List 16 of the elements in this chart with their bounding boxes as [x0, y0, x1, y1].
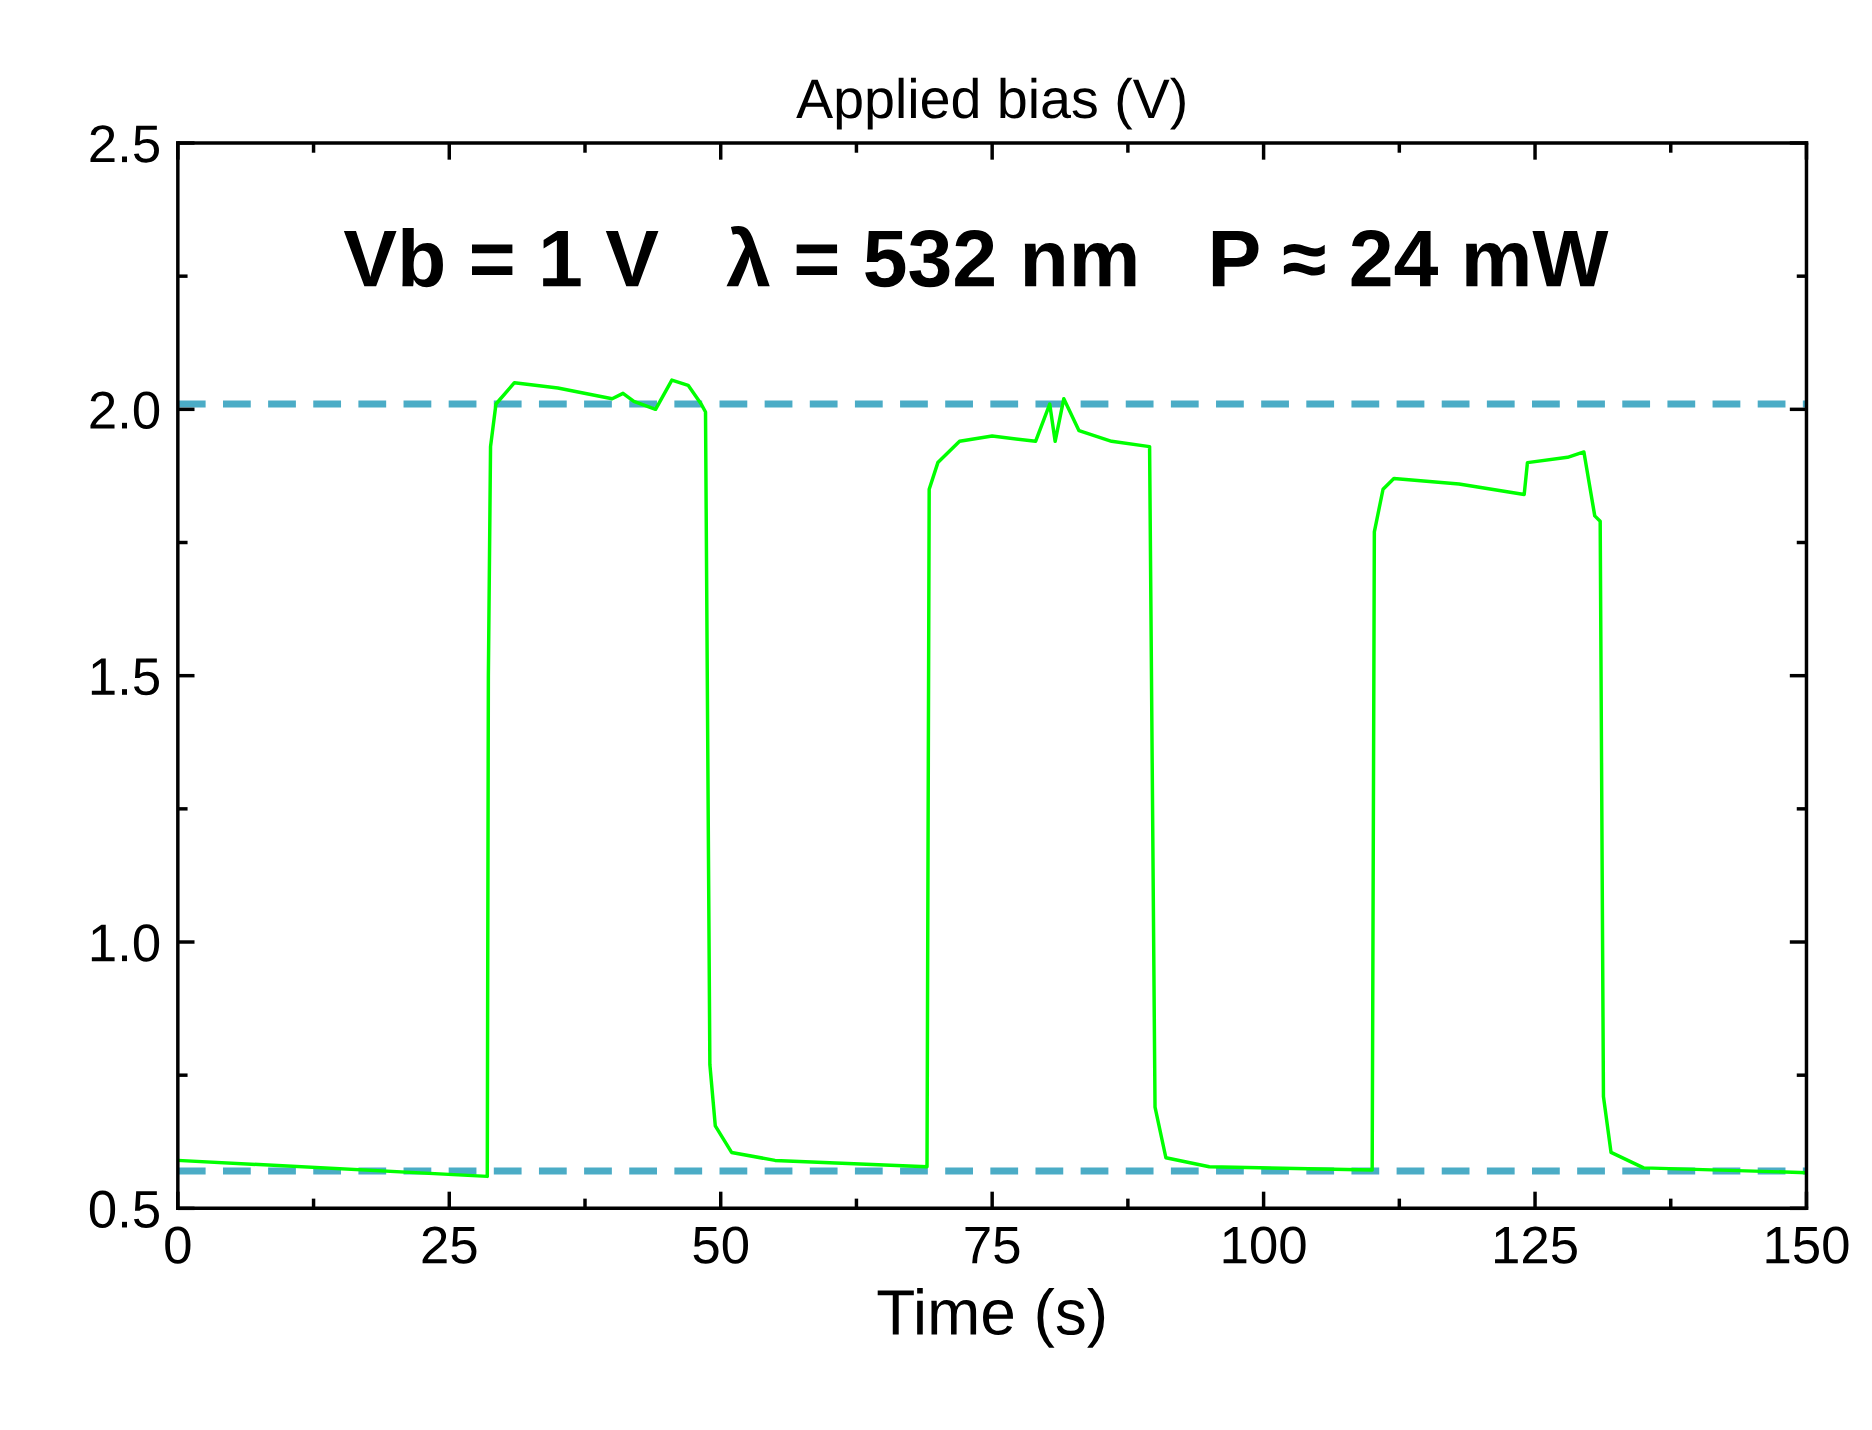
x-tick-label: 150 — [1766, 1226, 1849, 1264]
chart-title: Applied bias (V) — [796, 77, 1185, 130]
x-tick-label: 0 — [165, 1226, 191, 1264]
y-tick-label: 2.5 — [90, 125, 159, 163]
y-tick-label: 1.5 — [91, 658, 159, 696]
x-axis-title: Time (s) — [877, 1288, 1105, 1348]
x-tick-label: 75 — [965, 1226, 1020, 1264]
y-tick-label: 1.0 — [91, 924, 160, 962]
x-tick-label: 100 — [1223, 1226, 1306, 1264]
x-tick-label: 50 — [693, 1226, 749, 1264]
annotation: Vb = 1 V λ = 532 nm P ≈ 24 mW — [343, 225, 1609, 288]
x-tick-label: 125 — [1495, 1226, 1577, 1264]
line-series — [177, 378, 1807, 1179]
x-tick-label: 25 — [422, 1226, 477, 1264]
y-tick-label: 2.0 — [90, 391, 160, 429]
y-tick-label: 0.5 — [89, 1190, 159, 1228]
